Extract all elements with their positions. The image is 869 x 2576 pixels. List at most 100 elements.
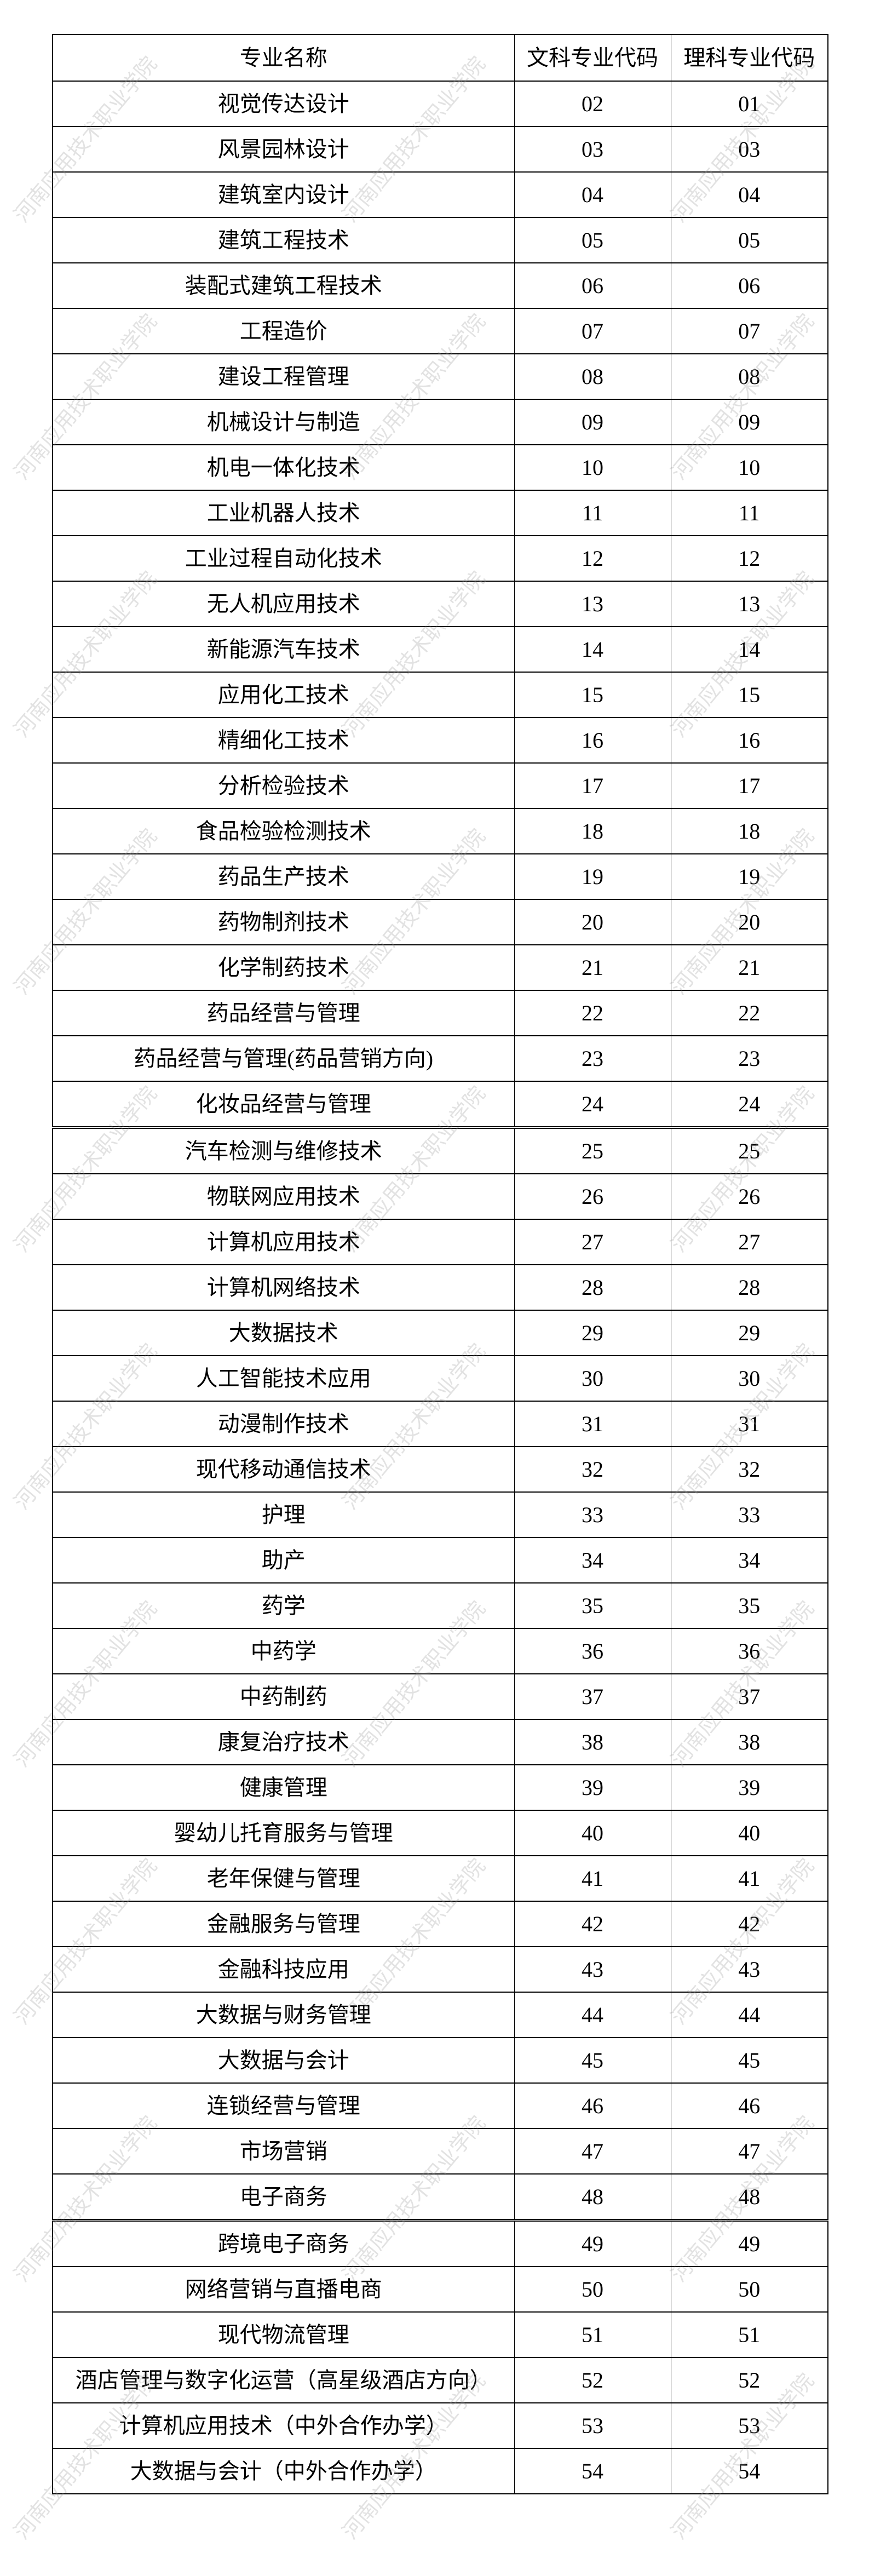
liberal-arts-code-cell: 29 (514, 1310, 671, 1356)
science-code-cell: 34 (670, 1537, 828, 1584)
major-name-cell: 康复治疗技术 (52, 1719, 515, 1765)
liberal-arts-code-cell: 53 (514, 2402, 671, 2449)
table-row: 药物制剂技术 20 20 (52, 899, 828, 945)
science-code-cell: 49 (670, 2219, 828, 2267)
table-row: 市场营销 47 47 (52, 2128, 828, 2175)
table-row: 助产 34 34 (52, 1537, 828, 1584)
science-code-cell: 04 (670, 171, 828, 218)
science-code-cell: 22 (670, 990, 828, 1036)
major-name-cell: 助产 (52, 1537, 515, 1584)
major-name-cell: 现代物流管理 (52, 2311, 515, 2358)
liberal-arts-code-cell: 39 (514, 1764, 671, 1811)
liberal-arts-code-cell: 19 (514, 853, 671, 900)
liberal-arts-code-cell: 40 (514, 1810, 671, 1856)
liberal-arts-code-cell: 09 (514, 399, 671, 445)
major-name-cell: 大数据与会计 (52, 2037, 515, 2084)
liberal-arts-code-cell: 28 (514, 1264, 671, 1311)
science-code-cell: 21 (670, 944, 828, 991)
liberal-arts-code-cell: 54 (514, 2448, 671, 2494)
liberal-arts-code-cell: 17 (514, 762, 671, 809)
table-row: 计算机网络技术 28 28 (52, 1264, 828, 1311)
liberal-arts-code-cell: 18 (514, 808, 671, 854)
major-name-cell: 动漫制作技术 (52, 1401, 515, 1447)
science-code-cell: 32 (670, 1446, 828, 1493)
science-code-cell: 31 (670, 1401, 828, 1447)
major-name-cell: 现代移动通信技术 (52, 1446, 515, 1493)
table-row: 婴幼儿托育服务与管理 40 40 (52, 1810, 828, 1856)
major-code-table: 专业名称 文科专业代码 理科专业代码 视觉传达设计 02 01 风景园林设计 03 03 建… (52, 34, 828, 2494)
liberal-arts-code-cell: 16 (514, 717, 671, 764)
major-name-cell: 计算机应用技术（中外合作办学） (52, 2402, 515, 2449)
table-row: 风景园林设计 03 03 (52, 126, 828, 173)
table-row: 酒店管理与数字化运营（高星级酒店方向） 52 52 (52, 2357, 828, 2403)
header-row: 专业名称 文科专业代码 理科专业代码 (52, 34, 828, 82)
science-code-cell: 25 (670, 1126, 828, 1174)
liberal-arts-code-cell: 36 (514, 1628, 671, 1674)
science-code-cell: 46 (670, 2082, 828, 2129)
science-code-cell: 47 (670, 2128, 828, 2175)
science-code-cell: 50 (670, 2266, 828, 2313)
major-name-cell: 视觉传达设计 (52, 81, 515, 127)
liberal-arts-code-cell: 25 (514, 1126, 671, 1174)
table-row: 化妆品经营与管理 24 24 (52, 1081, 828, 1128)
table-row: 老年保健与管理 41 41 (52, 1855, 828, 1902)
table-row: 金融科技应用 43 43 (52, 1946, 828, 1993)
science-code-cell: 09 (670, 399, 828, 445)
table-row: 金融服务与管理 42 42 (52, 1901, 828, 1947)
science-code-cell: 28 (670, 1264, 828, 1311)
major-name-cell: 药品生产技术 (52, 853, 515, 900)
table-row: 物联网应用技术 26 26 (52, 1173, 828, 1220)
major-name-cell: 风景园林设计 (52, 126, 515, 173)
major-name-cell: 食品检验检测技术 (52, 808, 515, 854)
table-row: 大数据与会计（中外合作办学） 54 54 (52, 2448, 828, 2494)
liberal-arts-code-cell: 07 (514, 308, 671, 354)
table-row: 精细化工技术 16 16 (52, 717, 828, 764)
science-code-cell: 16 (670, 717, 828, 764)
table-row: 大数据与会计 45 45 (52, 2037, 828, 2084)
table-row: 康复治疗技术 38 38 (52, 1719, 828, 1765)
table-row: 工程造价 07 07 (52, 308, 828, 354)
major-name-cell: 大数据与会计（中外合作办学） (52, 2448, 515, 2494)
table-row: 健康管理 39 39 (52, 1764, 828, 1811)
science-code-cell: 45 (670, 2037, 828, 2084)
liberal-arts-code-cell: 14 (514, 626, 671, 673)
major-name-cell: 建筑室内设计 (52, 171, 515, 218)
liberal-arts-code-cell: 12 (514, 535, 671, 582)
science-code-cell: 43 (670, 1946, 828, 1993)
liberal-arts-code-cell: 06 (514, 262, 671, 309)
liberal-arts-code-cell: 08 (514, 353, 671, 400)
major-name-cell: 装配式建筑工程技术 (52, 262, 515, 309)
table-row: 药学 35 35 (52, 1582, 828, 1629)
science-code-cell: 10 (670, 444, 828, 491)
major-name-cell: 中药学 (52, 1628, 515, 1674)
liberal-arts-code-cell: 30 (514, 1355, 671, 1402)
liberal-arts-code-cell: 13 (514, 581, 671, 627)
science-code-cell: 03 (670, 126, 828, 173)
major-name-cell: 药物制剂技术 (52, 899, 515, 945)
liberal-arts-code-cell: 04 (514, 171, 671, 218)
header-science-code: 理科专业代码 (670, 34, 828, 82)
major-name-cell: 中药制药 (52, 1673, 515, 1720)
liberal-arts-code-cell: 44 (514, 1992, 671, 2038)
science-code-cell: 53 (670, 2402, 828, 2449)
table-row: 现代物流管理 51 51 (52, 2311, 828, 2358)
science-code-cell: 06 (670, 262, 828, 309)
major-name-cell: 新能源汽车技术 (52, 626, 515, 673)
liberal-arts-code-cell: 34 (514, 1537, 671, 1584)
table-row: 跨境电子商务 49 49 (52, 2219, 828, 2267)
major-name-cell: 化学制药技术 (52, 944, 515, 991)
major-name-cell: 精细化工技术 (52, 717, 515, 764)
liberal-arts-code-cell: 47 (514, 2128, 671, 2175)
major-name-cell: 机械设计与制造 (52, 399, 515, 445)
science-code-cell: 40 (670, 1810, 828, 1856)
science-code-cell: 24 (670, 1081, 828, 1128)
table-row: 无人机应用技术 13 13 (52, 581, 828, 627)
science-code-cell: 14 (670, 626, 828, 673)
liberal-arts-code-cell: 37 (514, 1673, 671, 1720)
table-row: 现代移动通信技术 32 32 (52, 1446, 828, 1493)
table-row: 建设工程管理 08 08 (52, 353, 828, 400)
table-row: 建筑工程技术 05 05 (52, 217, 828, 263)
table-row: 机械设计与制造 09 09 (52, 399, 828, 445)
table-row: 化学制药技术 21 21 (52, 944, 828, 991)
major-name-cell: 应用化工技术 (52, 672, 515, 718)
